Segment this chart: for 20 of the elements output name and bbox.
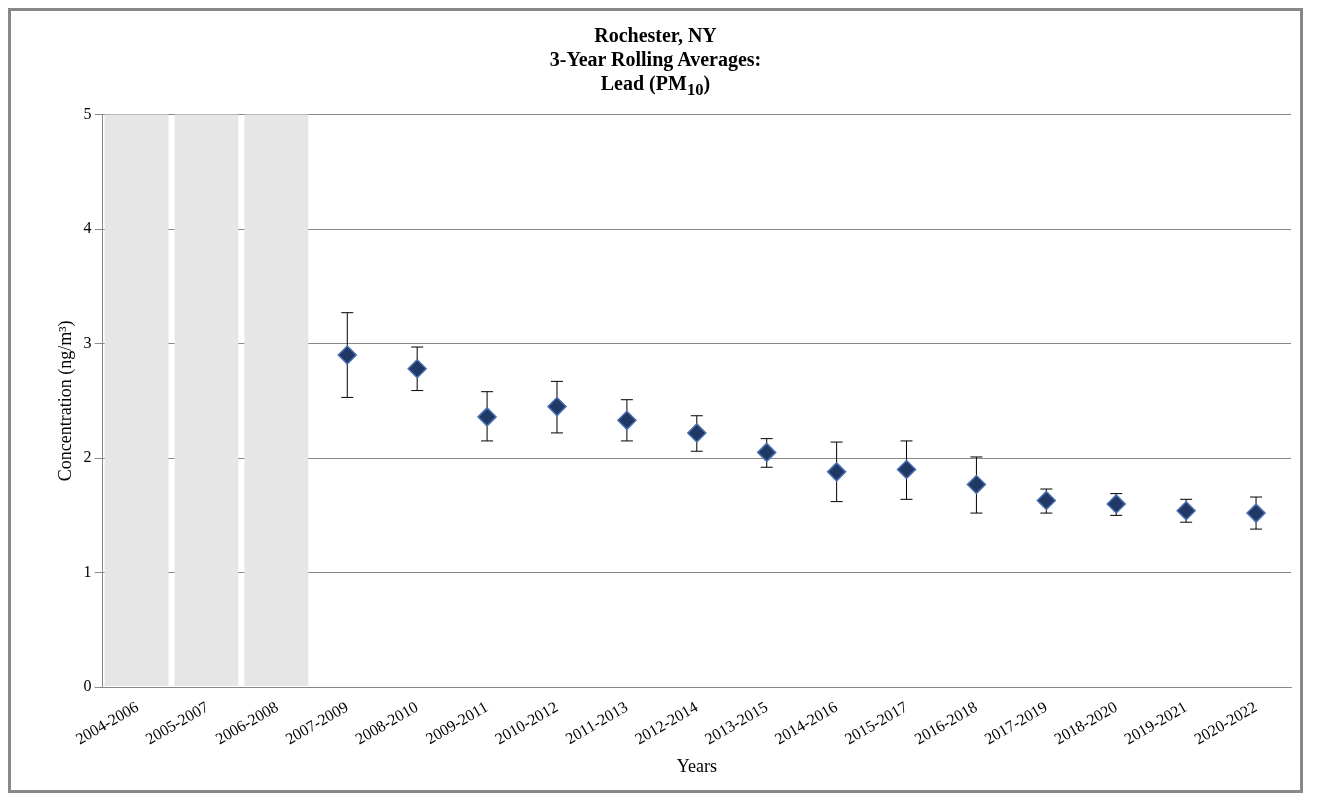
y-tick-label: 0 [83, 677, 92, 695]
point [966, 474, 987, 495]
point [547, 396, 567, 417]
point [407, 359, 427, 379]
point [826, 462, 847, 482]
point [687, 423, 707, 443]
point [896, 459, 917, 480]
point [756, 442, 777, 463]
y-axis-title: Concentration (ng/m³) [54, 320, 76, 482]
point [1246, 503, 1266, 523]
y-tick-label: 4 [83, 219, 92, 237]
chart-title: Rochester, NY 3-Year Rolling Averages: Lead (PM$_{10}$) [548, 23, 763, 101]
point [337, 345, 358, 365]
point [617, 410, 637, 431]
y-tick-label: 2 [83, 448, 92, 466]
y-tick-label: 1 [83, 562, 92, 580]
x-axis-title: Years [676, 755, 717, 776]
point [477, 407, 497, 427]
y-tick-label: 3 [83, 333, 92, 351]
y-tick-label: 5 [83, 104, 92, 122]
